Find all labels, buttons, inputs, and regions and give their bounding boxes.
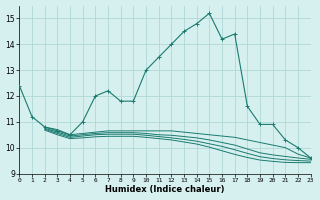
X-axis label: Humidex (Indice chaleur): Humidex (Indice chaleur)	[105, 185, 225, 194]
